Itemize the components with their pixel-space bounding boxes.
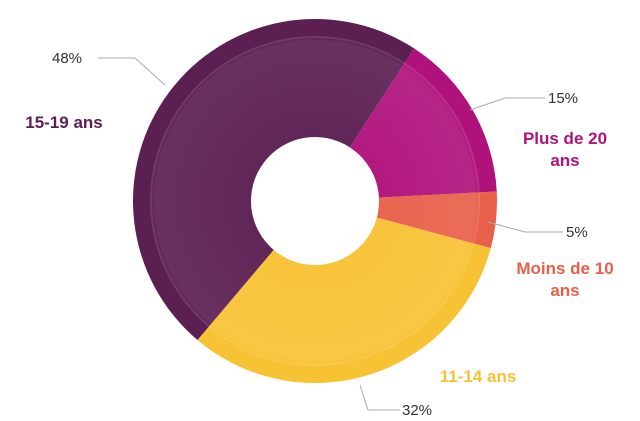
leader-line <box>469 97 545 111</box>
category-label: 11-14 ans <box>439 367 517 386</box>
percent-label: 15% <box>548 90 579 107</box>
donut-slice <box>197 217 491 384</box>
category-label: Moins de 10 ans <box>516 259 614 300</box>
donut-slice <box>376 191 497 249</box>
leader-line <box>487 221 563 233</box>
category-label: Plus de 20 ans <box>522 129 608 170</box>
category-label: 15-19 ans <box>25 113 103 132</box>
slice-rim <box>472 192 480 244</box>
percent-label: 5% <box>566 224 588 241</box>
percent-label: 48% <box>52 50 83 67</box>
leader-line <box>98 57 166 86</box>
percent-label: 32% <box>402 402 433 419</box>
slice-rim <box>150 35 405 328</box>
slice-rim <box>208 243 475 366</box>
donut-slice <box>132 18 415 341</box>
leader-line <box>359 384 400 411</box>
slice-rim <box>403 62 480 193</box>
donut-slice <box>349 48 497 198</box>
